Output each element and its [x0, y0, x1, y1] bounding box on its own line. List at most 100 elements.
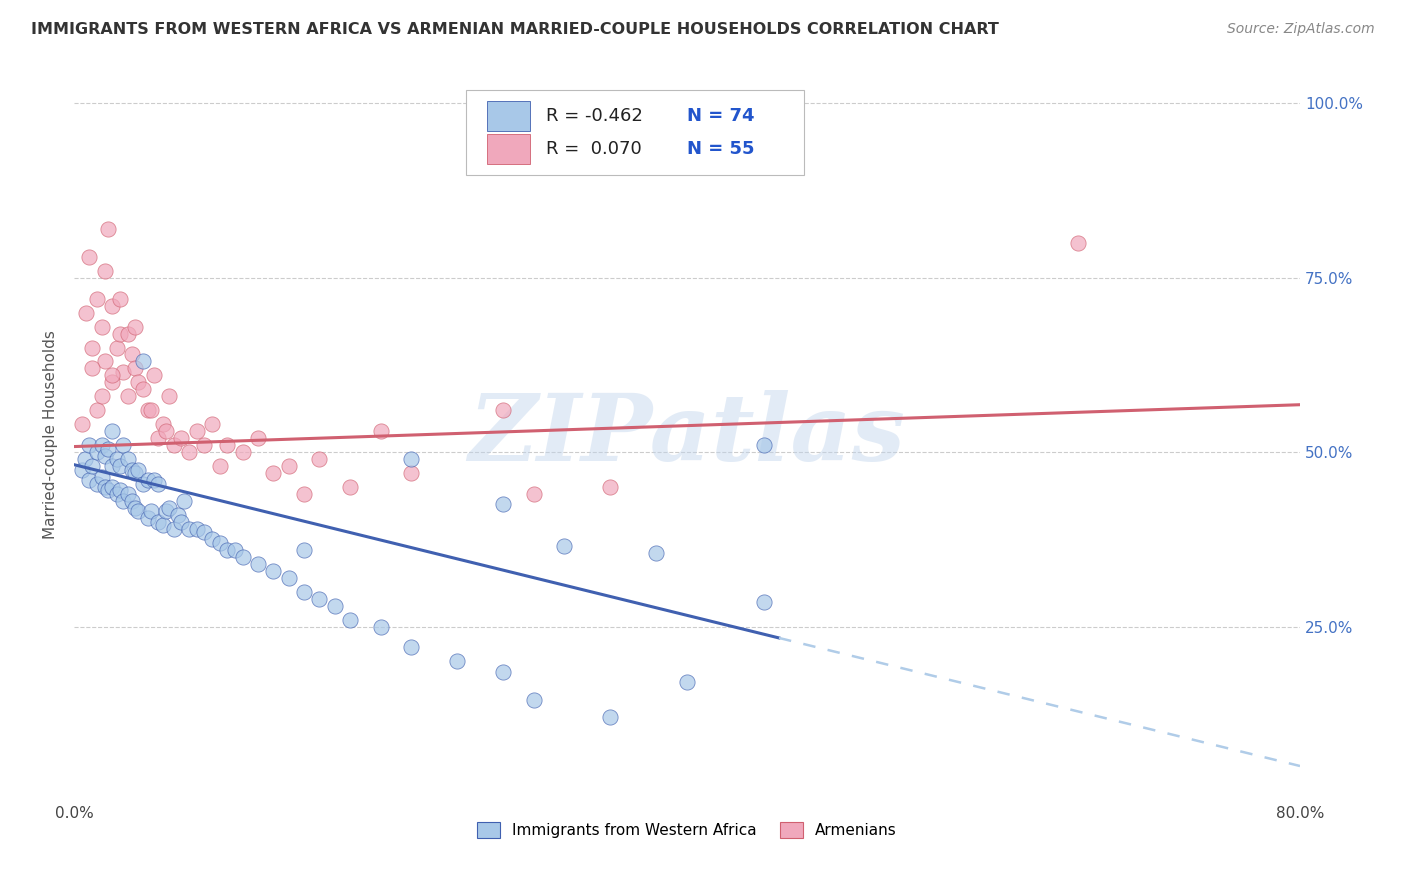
Point: [132, 383, 155, 397]
Point: [193, 525, 215, 540]
Point: [170, 431, 193, 445]
Point: [152, 518, 174, 533]
Point: [523, 692, 546, 706]
Point: [127, 462, 149, 476]
Point: [117, 326, 139, 341]
Point: [1067, 235, 1090, 250]
Point: [645, 546, 668, 560]
Point: [136, 511, 159, 525]
Point: [112, 494, 135, 508]
Point: [117, 452, 139, 467]
Point: [97, 442, 120, 456]
Point: [208, 536, 231, 550]
Legend: Immigrants from Western Africa, Armenians: Immigrants from Western Africa, Armenian…: [471, 816, 903, 845]
Point: [90, 469, 112, 483]
Point: [292, 542, 315, 557]
Point: [492, 665, 515, 679]
Point: [246, 431, 269, 445]
Point: [217, 438, 239, 452]
Point: [82, 341, 104, 355]
Point: [339, 480, 361, 494]
Point: [90, 319, 112, 334]
Point: [124, 319, 146, 334]
Point: [152, 417, 174, 432]
Point: [101, 299, 124, 313]
Point: [82, 459, 104, 474]
Point: [132, 476, 155, 491]
Text: Source: ZipAtlas.com: Source: ZipAtlas.com: [1227, 22, 1375, 37]
Point: [79, 250, 101, 264]
Point: [136, 473, 159, 487]
Point: [676, 675, 699, 690]
Point: [170, 515, 193, 529]
Point: [97, 483, 120, 498]
Point: [217, 542, 239, 557]
Point: [492, 403, 515, 417]
Point: [167, 508, 190, 522]
Point: [155, 504, 177, 518]
Point: [93, 449, 115, 463]
Point: [292, 487, 315, 501]
Point: [232, 549, 254, 564]
Point: [446, 654, 468, 668]
Point: [163, 438, 186, 452]
Point: [124, 361, 146, 376]
Point: [492, 498, 515, 512]
FancyBboxPatch shape: [467, 90, 803, 175]
Point: [246, 557, 269, 571]
Point: [399, 640, 422, 655]
Point: [599, 710, 621, 724]
Point: [142, 368, 165, 383]
Point: [139, 403, 162, 417]
Point: [232, 445, 254, 459]
Point: [292, 584, 315, 599]
Point: [105, 487, 128, 501]
Point: [101, 368, 124, 383]
Point: [752, 438, 775, 452]
Point: [262, 564, 284, 578]
Point: [308, 591, 330, 606]
Point: [193, 438, 215, 452]
Point: [148, 431, 170, 445]
Point: [186, 522, 208, 536]
Point: [101, 424, 124, 438]
Text: N = 74: N = 74: [688, 107, 755, 125]
Point: [157, 389, 180, 403]
Point: [177, 522, 200, 536]
Point: [142, 473, 165, 487]
Point: [108, 483, 131, 498]
Point: [82, 361, 104, 376]
Point: [277, 459, 299, 474]
Point: [70, 417, 93, 432]
Point: [108, 459, 131, 474]
Point: [97, 222, 120, 236]
Point: [75, 305, 97, 319]
Point: [90, 438, 112, 452]
Point: [155, 424, 177, 438]
Point: [101, 459, 124, 474]
Point: [108, 292, 131, 306]
Point: [112, 365, 135, 379]
Point: [339, 613, 361, 627]
Point: [93, 480, 115, 494]
Point: [124, 500, 146, 515]
Point: [201, 417, 224, 432]
Text: R = -0.462: R = -0.462: [546, 107, 643, 125]
Point: [370, 619, 392, 633]
Point: [124, 466, 146, 480]
Bar: [488, 135, 530, 164]
Point: [752, 595, 775, 609]
Point: [323, 599, 346, 613]
Point: [86, 403, 108, 417]
Point: [86, 292, 108, 306]
Point: [127, 504, 149, 518]
Point: [136, 403, 159, 417]
Point: [132, 354, 155, 368]
Point: [308, 452, 330, 467]
Text: R =  0.070: R = 0.070: [546, 140, 641, 158]
Point: [523, 145, 546, 160]
Point: [93, 354, 115, 368]
Text: IMMIGRANTS FROM WESTERN AFRICA VS ARMENIAN MARRIED-COUPLE HOUSEHOLDS CORRELATION: IMMIGRANTS FROM WESTERN AFRICA VS ARMENI…: [31, 22, 998, 37]
Point: [93, 264, 115, 278]
Point: [208, 459, 231, 474]
